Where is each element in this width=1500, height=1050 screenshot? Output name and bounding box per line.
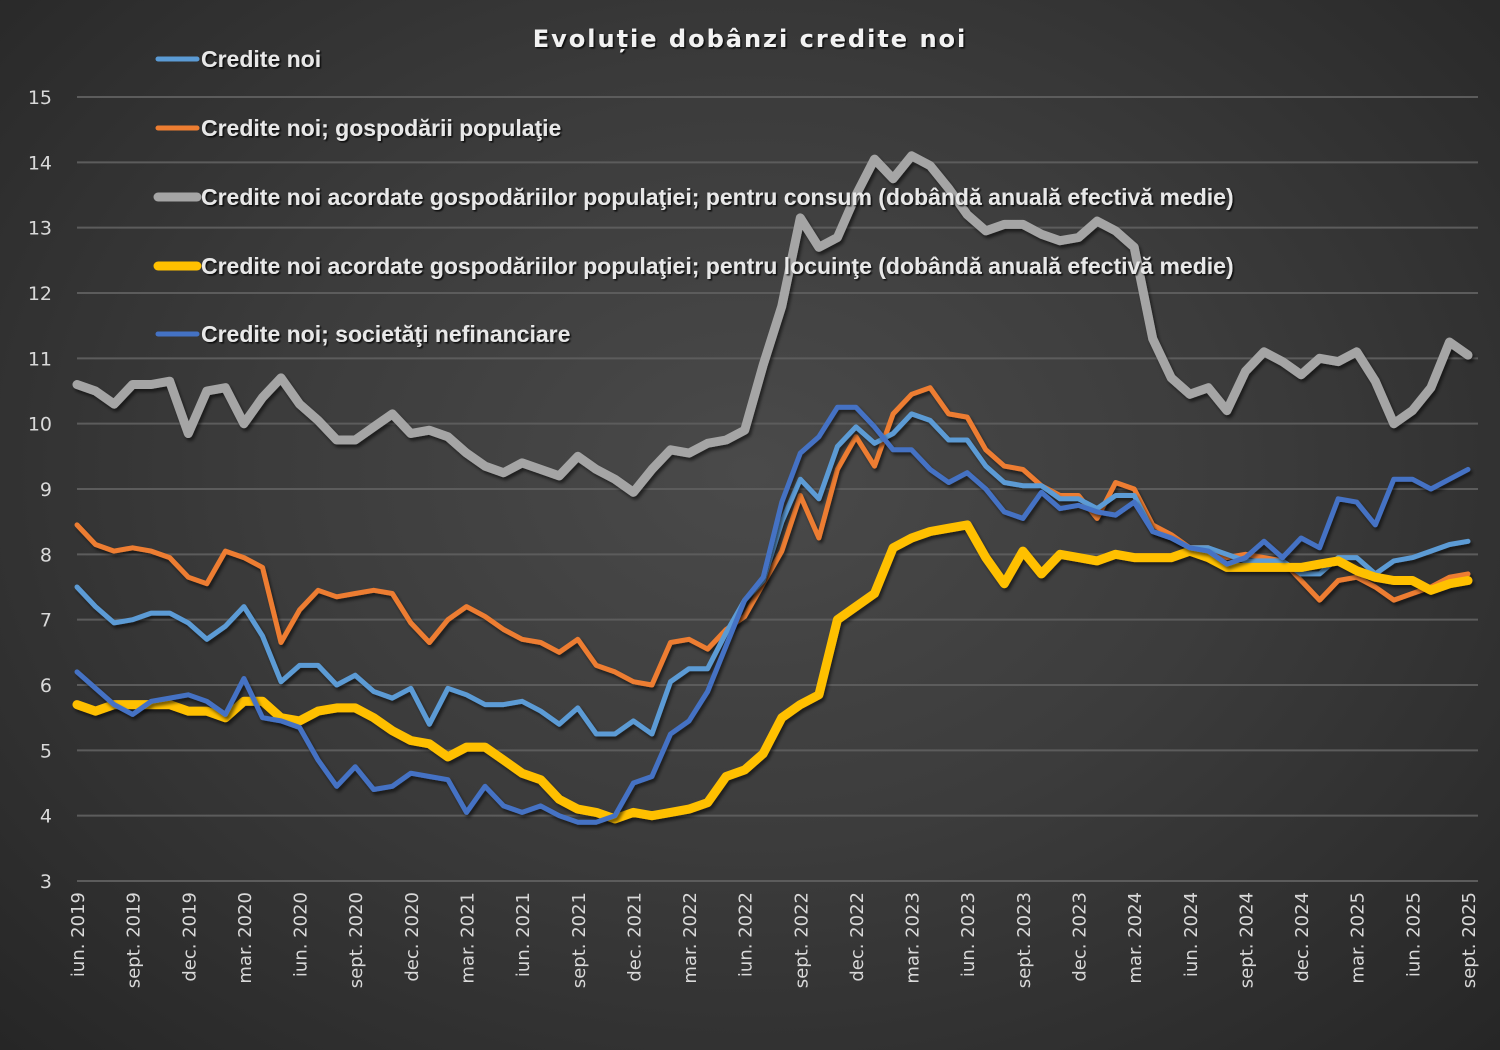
y-tick-label: 7 bbox=[40, 610, 52, 632]
x-tick-label: dec. 2022 bbox=[847, 892, 868, 982]
x-tick-label: sept. 2021 bbox=[569, 892, 590, 988]
y-tick-label: 5 bbox=[40, 740, 52, 762]
x-tick-label: dec. 2024 bbox=[1292, 892, 1313, 982]
y-tick-label: 10 bbox=[28, 414, 52, 436]
legend-label-3: Credite noi acordate gospodăriilor popul… bbox=[201, 253, 1234, 279]
y-tick-label: 9 bbox=[40, 479, 52, 501]
legend-label-0: Credite noi bbox=[201, 46, 321, 72]
legend-label-1: Credite noi; gospodării populaţie bbox=[201, 115, 561, 141]
x-tick-label: dec. 2023 bbox=[1070, 892, 1091, 982]
chart-title: Evoluție dobânzi credite noi bbox=[533, 25, 968, 53]
x-tick-label: sept. 2023 bbox=[1014, 892, 1035, 988]
legend: Credite noi Credite noi; gospodării popul… bbox=[153, 46, 1234, 347]
x-tick-label: mar. 2023 bbox=[903, 892, 924, 984]
series-line-2 bbox=[72, 151, 1473, 497]
x-tick-label: dec. 2021 bbox=[624, 892, 645, 982]
legend-label-2: Credite noi acordate gospodăriilor popul… bbox=[201, 184, 1234, 210]
x-tick-label: iun. 2024 bbox=[1181, 892, 1202, 977]
y-tick-label: 11 bbox=[28, 348, 52, 370]
x-tick-label: sept. 2024 bbox=[1236, 892, 1257, 988]
y-axis: 3 4 5 6 7 8 9 10 11 12 13 14 15 bbox=[28, 87, 52, 893]
y-tick-label: 15 bbox=[28, 87, 52, 109]
series-line-4 bbox=[74, 404, 1471, 825]
x-tick-label: iun. 2020 bbox=[291, 892, 312, 977]
legend-label-4: Credite noi; societăţi nefinanciare bbox=[201, 321, 570, 347]
x-axis: iun. 2019 sept. 2019 dec. 2019 mar. 2020 iun… bbox=[68, 892, 1480, 988]
x-tick-label: dec. 2020 bbox=[402, 892, 423, 982]
x-tick-label: mar. 2025 bbox=[1348, 892, 1369, 984]
x-tick-label: mar. 2021 bbox=[457, 892, 478, 984]
x-tick-label: sept. 2025 bbox=[1459, 892, 1480, 988]
x-tick-label: mar. 2022 bbox=[680, 892, 701, 984]
x-tick-label: sept. 2019 bbox=[124, 892, 145, 988]
y-tick-label: 14 bbox=[28, 152, 52, 174]
x-tick-label: iun. 2022 bbox=[736, 892, 757, 977]
y-tick-label: 12 bbox=[28, 283, 52, 305]
series-lines bbox=[72, 151, 1473, 825]
series-line-0 bbox=[74, 411, 1471, 737]
gridlines bbox=[77, 96, 1478, 882]
x-tick-label: iun. 2025 bbox=[1403, 892, 1424, 977]
y-tick-label: 13 bbox=[28, 218, 52, 240]
y-tick-label: 8 bbox=[40, 544, 52, 566]
y-tick-label: 6 bbox=[40, 675, 52, 697]
x-tick-label: sept. 2022 bbox=[791, 892, 812, 988]
x-tick-label: iun. 2023 bbox=[958, 892, 979, 977]
x-tick-label: iun. 2021 bbox=[513, 892, 534, 977]
x-tick-label: iun. 2019 bbox=[68, 892, 89, 977]
y-tick-label: 3 bbox=[40, 871, 52, 893]
x-tick-label: sept. 2020 bbox=[346, 892, 367, 988]
x-tick-label: mar. 2020 bbox=[235, 892, 256, 984]
y-tick-label: 4 bbox=[40, 806, 52, 828]
x-tick-label: dec. 2019 bbox=[179, 892, 200, 982]
series-line-3 bbox=[72, 520, 1473, 824]
x-tick-label: mar. 2024 bbox=[1125, 892, 1146, 984]
